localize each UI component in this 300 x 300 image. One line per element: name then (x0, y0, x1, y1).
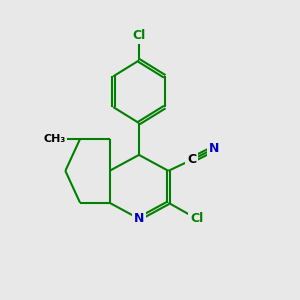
Text: CH₃: CH₃ (43, 134, 65, 144)
Text: N: N (208, 142, 219, 155)
Text: Cl: Cl (190, 212, 203, 225)
Text: Cl: Cl (132, 29, 146, 42)
Text: C: C (187, 153, 196, 166)
Text: N: N (134, 212, 144, 225)
